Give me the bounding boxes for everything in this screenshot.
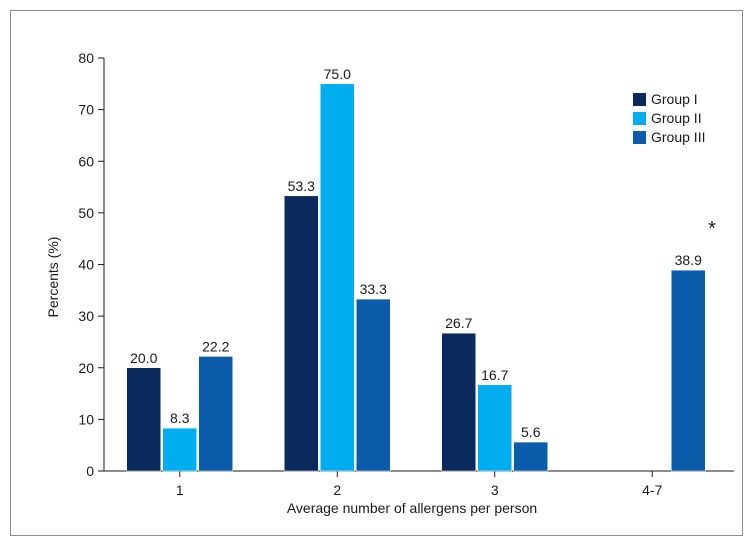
bar <box>356 298 391 472</box>
y-tick-label: 40 <box>78 257 94 273</box>
bar-chart: 0 10 20 30 40 50 60 70 80 1 2 3 4-7 20.0 8.3 22.2 53.3… <box>45 50 734 516</box>
bar-value-label: 8.3 <box>170 410 190 426</box>
legend-swatch <box>633 131 646 144</box>
x-tick-label: 1 <box>176 482 184 498</box>
legend-label: Group I <box>651 91 698 107</box>
bar-value-label: 5.6 <box>521 424 541 440</box>
bar-value-label: 75.0 <box>324 66 351 82</box>
y-tick-label: 30 <box>78 308 94 324</box>
y-axis-label: Percents (%) <box>45 237 61 318</box>
bar-value-label: 53.3 <box>288 178 315 194</box>
x-tick-label: 2 <box>333 482 341 498</box>
y-tick-label: 10 <box>78 411 94 427</box>
y-tick-label: 70 <box>78 102 94 118</box>
x-tick-label: 4-7 <box>642 482 662 498</box>
bar-value-label: 26.7 <box>445 315 472 331</box>
y-tick-label: 60 <box>78 153 94 169</box>
bar <box>284 195 319 472</box>
x-axis-label: Average number of allergens per person <box>287 500 537 516</box>
bar <box>671 269 706 472</box>
chart-frame: 0 10 20 30 40 50 60 70 80 1 2 3 4-7 20.0 8.3 22.2 53.3… <box>10 10 743 536</box>
bars <box>126 83 706 472</box>
y-tick-label: 50 <box>78 205 94 221</box>
bar <box>198 356 233 472</box>
legend-swatch <box>633 93 646 106</box>
legend-swatch <box>633 112 646 125</box>
y-tick-label: 20 <box>78 360 94 376</box>
bar-value-label: 16.7 <box>481 367 508 383</box>
bar <box>162 427 197 472</box>
bar <box>126 367 161 472</box>
bar-value-label: 22.2 <box>202 338 229 354</box>
bar-value-label: 20.0 <box>130 350 157 366</box>
data-labels: 20.0 8.3 22.2 53.3 75.0 33.3 26.7 16.7 5.6 38.9 <box>130 66 702 440</box>
bar <box>441 332 476 472</box>
legend-label: Group III <box>651 129 705 145</box>
y-tick-label: 0 <box>86 463 94 479</box>
bar-value-label: 33.3 <box>360 281 387 297</box>
y-axis: 0 10 20 30 40 50 60 70 80 <box>78 50 105 479</box>
legend-label: Group II <box>651 110 702 126</box>
bar <box>320 83 355 472</box>
legend: Group I Group II Group III <box>633 91 705 145</box>
bar <box>513 441 548 472</box>
y-tick-label: 80 <box>78 50 94 66</box>
significance-asterisk: * <box>708 218 716 240</box>
bar <box>477 384 512 472</box>
bar-value-label: 38.9 <box>675 252 702 268</box>
x-axis: 1 2 3 4-7 <box>104 470 734 498</box>
x-tick-label: 3 <box>491 482 499 498</box>
